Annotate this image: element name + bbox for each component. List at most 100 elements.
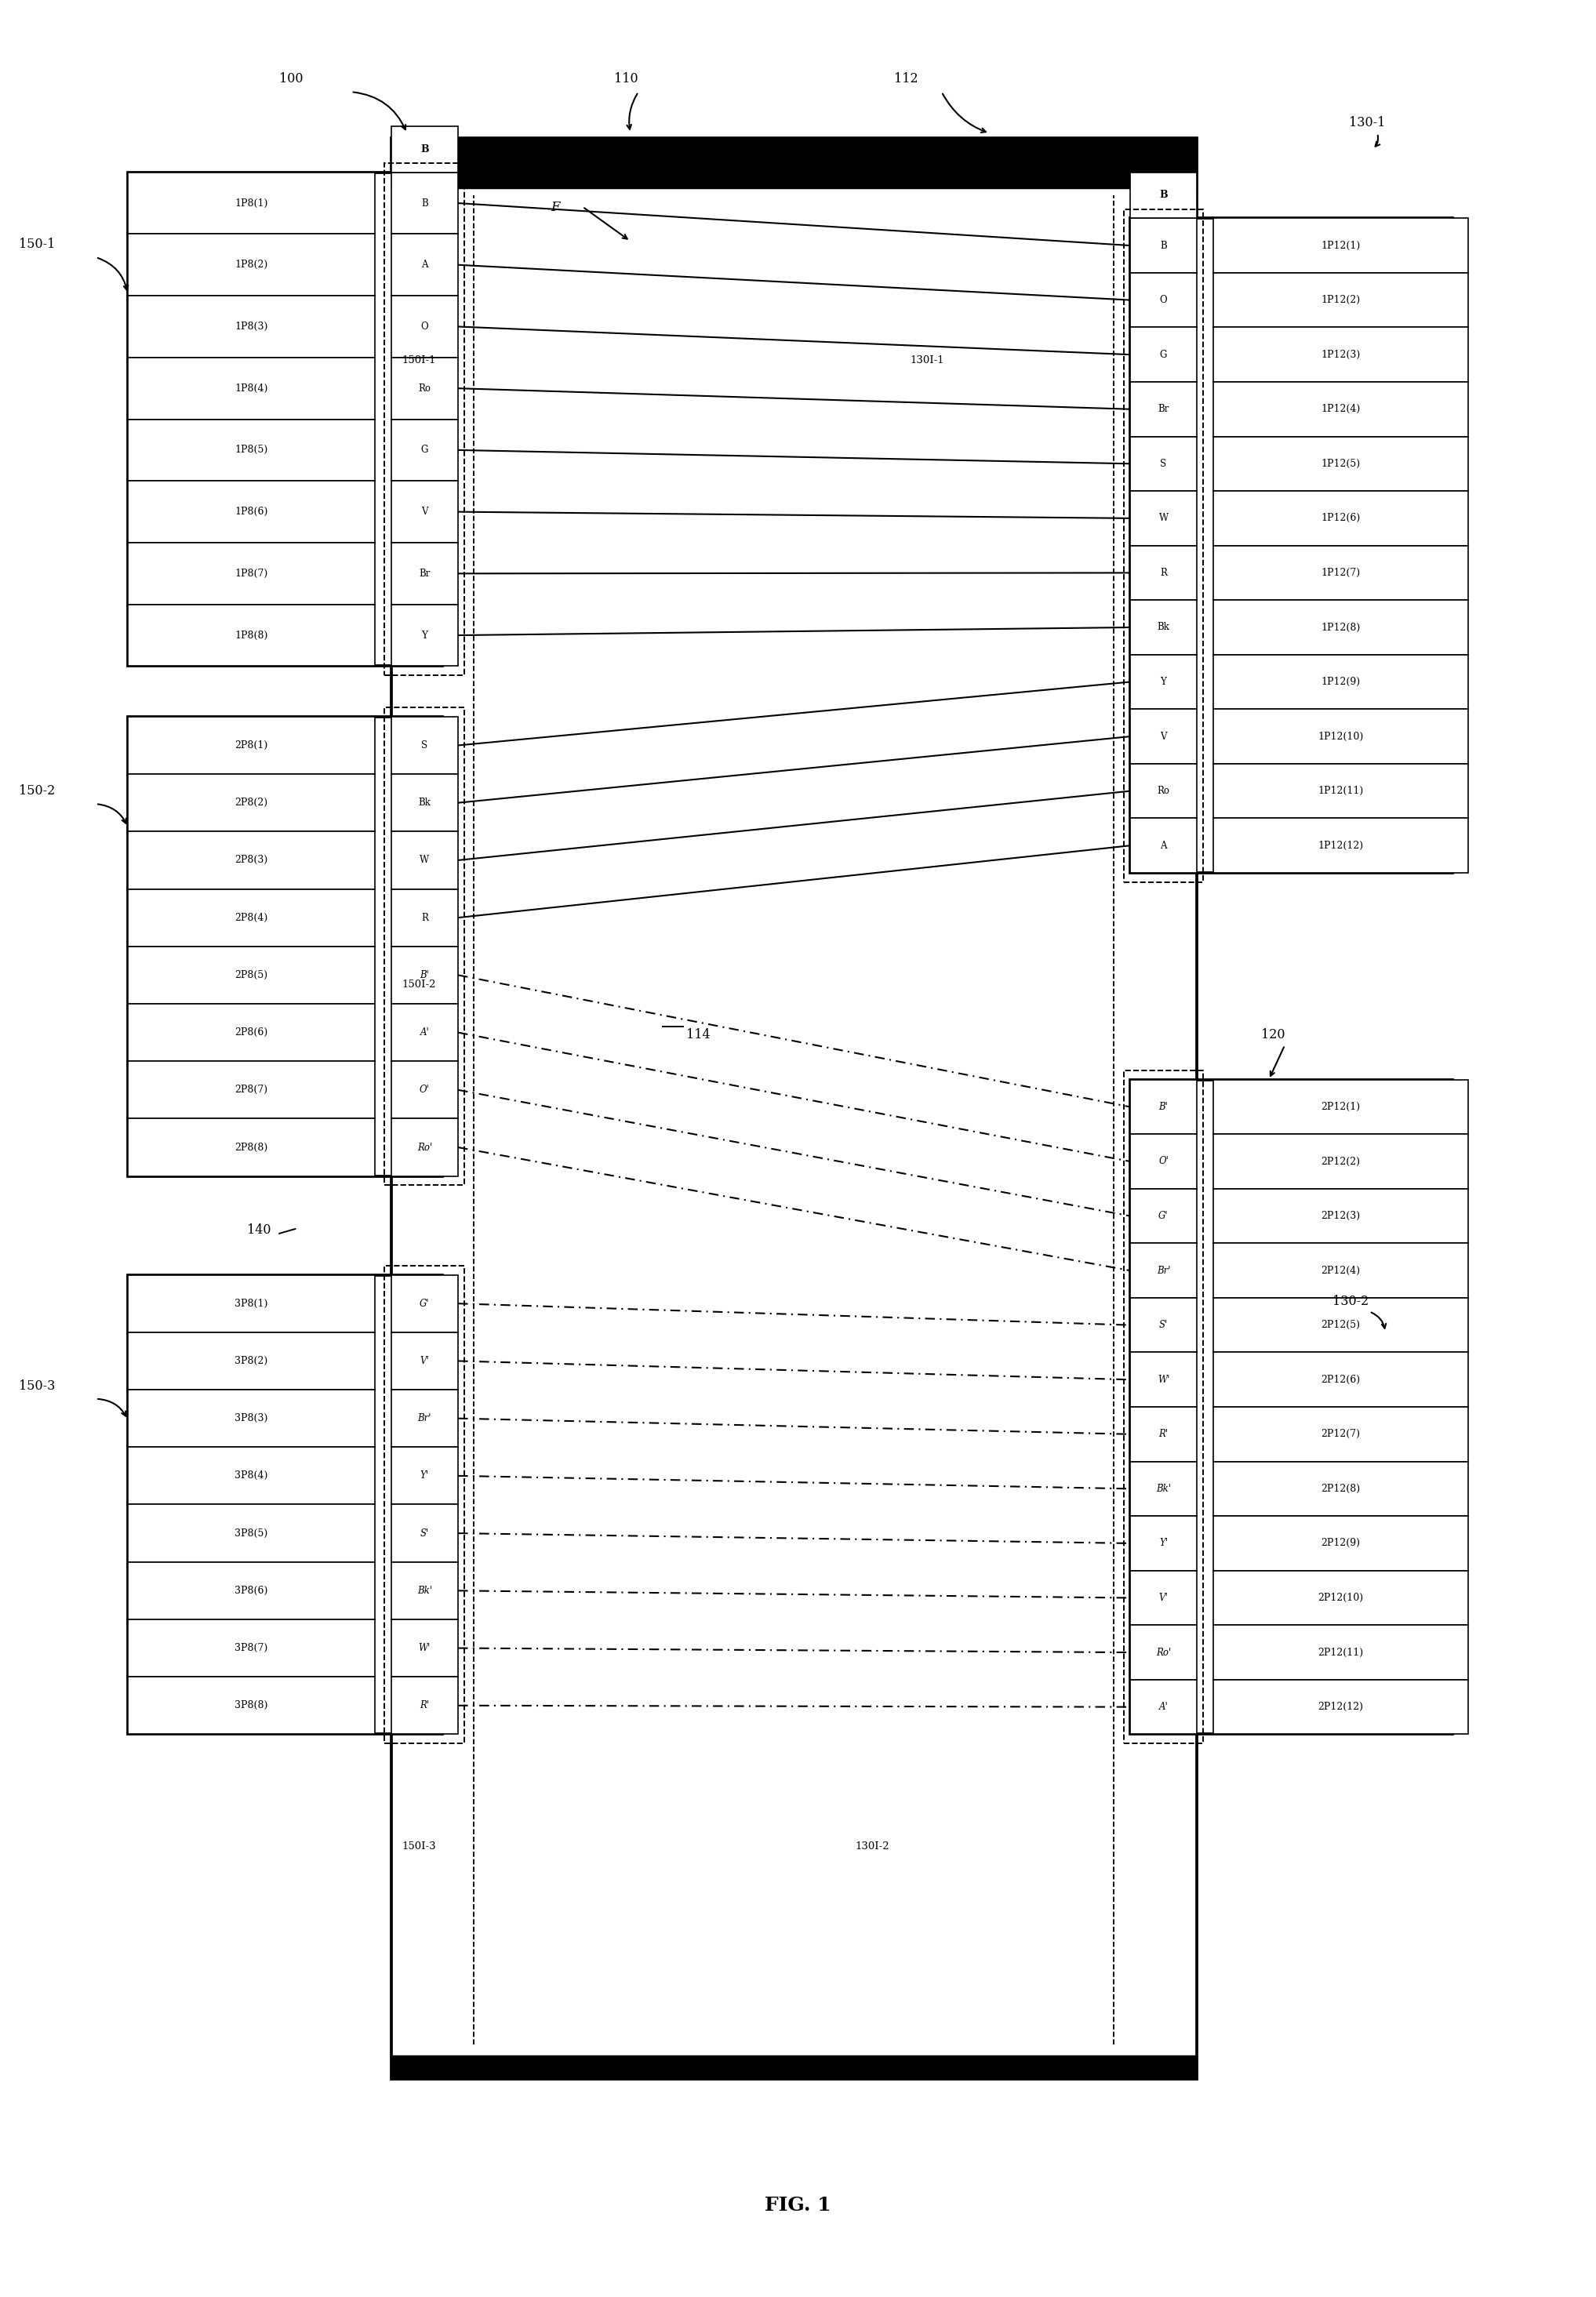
Text: 1P8(5): 1P8(5) (235, 446, 268, 455)
Text: FIG. 1: FIG. 1 (764, 2196, 832, 2214)
Text: 1P8(2): 1P8(2) (235, 260, 268, 271)
Text: Ro: Ro (418, 384, 431, 393)
Bar (1213, 1461, 1468, 1516)
Bar (391, 1332, 458, 1390)
Bar (128, 889, 375, 946)
Bar (1130, 544, 1197, 600)
Bar (1130, 218, 1452, 873)
Bar (391, 2056, 1197, 2079)
Bar (128, 1505, 375, 1562)
Bar (391, 542, 458, 604)
Text: V': V' (420, 1355, 429, 1367)
Bar (391, 832, 458, 889)
Bar (1130, 1135, 1197, 1190)
Text: 3P8(1): 3P8(1) (235, 1298, 268, 1309)
Text: 130I-2: 130I-2 (855, 1842, 889, 1851)
Bar (1213, 218, 1468, 273)
Bar (1213, 710, 1468, 763)
Text: 3P8(8): 3P8(8) (235, 1700, 268, 1711)
Text: G': G' (1159, 1211, 1168, 1222)
Text: 2P8(4): 2P8(4) (235, 912, 268, 923)
Bar (1213, 600, 1468, 655)
Bar (1130, 1353, 1197, 1406)
Text: 1P12(11): 1P12(11) (1318, 786, 1363, 797)
Text: 1P8(1): 1P8(1) (235, 198, 268, 209)
Bar (391, 889, 458, 946)
Bar (1130, 1516, 1197, 1571)
Bar (128, 604, 375, 666)
Bar (1130, 1190, 1197, 1243)
Bar (1130, 381, 1197, 436)
Bar (1130, 436, 1197, 492)
Text: 150-2: 150-2 (19, 786, 56, 797)
Bar (391, 946, 458, 1004)
Bar (1130, 326, 1197, 381)
Bar (1213, 1406, 1468, 1461)
Bar (1130, 710, 1197, 763)
Bar (128, 172, 375, 234)
Bar (1130, 1624, 1197, 1679)
Text: G': G' (420, 1298, 429, 1309)
Text: 2P12(8): 2P12(8) (1321, 1484, 1360, 1493)
Text: 3P8(3): 3P8(3) (235, 1413, 268, 1424)
Bar (391, 1275, 458, 1332)
Text: B: B (420, 145, 429, 154)
Text: 150I-1: 150I-1 (402, 356, 436, 365)
Bar (128, 1004, 375, 1061)
Text: Bk': Bk' (417, 1585, 433, 1596)
Text: 3P8(6): 3P8(6) (235, 1585, 268, 1596)
Text: 2P12(3): 2P12(3) (1321, 1211, 1360, 1222)
Bar (128, 418, 375, 480)
Bar (1130, 600, 1197, 655)
Bar (391, 1562, 458, 1619)
Bar (128, 1275, 375, 1332)
Text: 2P8(8): 2P8(8) (235, 1142, 268, 1153)
Bar (391, 717, 458, 774)
Bar (391, 138, 1197, 188)
Text: G: G (1160, 349, 1167, 361)
Text: Br: Br (418, 567, 431, 579)
Bar (1213, 326, 1468, 381)
Bar (128, 946, 375, 1004)
Text: S': S' (1159, 1321, 1168, 1330)
Bar (128, 1447, 375, 1505)
Bar (1213, 492, 1468, 544)
Text: 1P12(9): 1P12(9) (1321, 678, 1360, 687)
Text: B': B' (420, 969, 429, 981)
Text: 2P12(4): 2P12(4) (1321, 1266, 1360, 1275)
Text: A: A (421, 260, 428, 271)
Text: B: B (421, 198, 428, 209)
Bar (385, 163, 464, 675)
Text: 1P8(6): 1P8(6) (235, 508, 268, 517)
Text: V': V' (1159, 1592, 1168, 1603)
Text: B': B' (1159, 1103, 1168, 1112)
Bar (1213, 818, 1468, 873)
Bar (128, 832, 375, 889)
Text: 2P12(6): 2P12(6) (1321, 1374, 1360, 1385)
Text: 2P12(7): 2P12(7) (1321, 1429, 1360, 1440)
Bar (128, 1390, 375, 1447)
Bar (1130, 218, 1197, 273)
Bar (1213, 436, 1468, 492)
Bar (391, 1677, 458, 1734)
Bar (128, 172, 442, 666)
Text: R': R' (1159, 1429, 1168, 1440)
Text: R: R (1160, 567, 1167, 579)
Bar (1124, 209, 1203, 882)
Bar (391, 774, 458, 832)
Bar (391, 1505, 458, 1562)
Text: S: S (421, 740, 428, 751)
Text: 2P12(1): 2P12(1) (1321, 1103, 1360, 1112)
Text: V: V (1160, 730, 1167, 742)
Text: 110: 110 (614, 74, 638, 85)
Text: Ro': Ro' (417, 1142, 433, 1153)
Bar (1213, 1679, 1468, 1734)
Text: 130-2: 130-2 (1333, 1296, 1369, 1307)
Text: Y: Y (1160, 678, 1167, 687)
Text: 1P12(12): 1P12(12) (1318, 841, 1363, 850)
Text: 2P8(3): 2P8(3) (235, 854, 268, 866)
Text: A': A' (1159, 1702, 1168, 1711)
Text: 130I-1: 130I-1 (910, 356, 943, 365)
Text: 3P8(5): 3P8(5) (235, 1528, 268, 1539)
Bar (1130, 1243, 1197, 1298)
